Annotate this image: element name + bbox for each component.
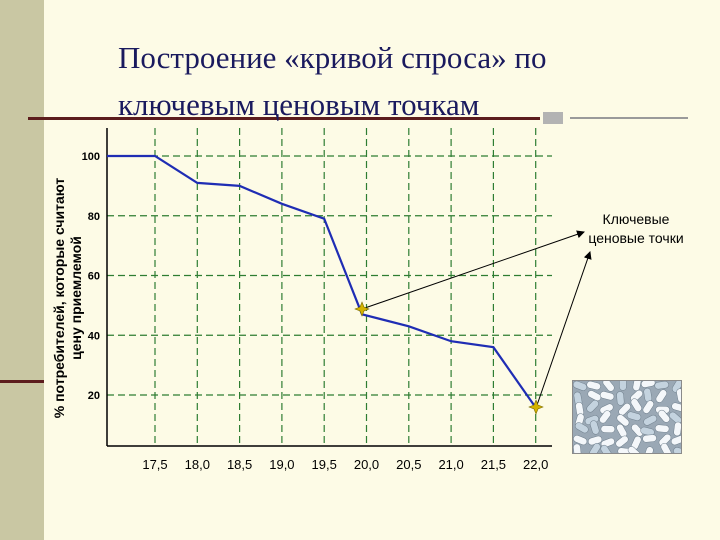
pills-image — [572, 380, 682, 454]
side-band-rule — [0, 380, 44, 383]
pill — [671, 402, 681, 412]
pill — [642, 400, 654, 414]
annotation-arrow — [361, 230, 585, 310]
pill — [574, 422, 589, 434]
side-band — [0, 0, 44, 540]
x-tick-label: 20,5 — [396, 457, 421, 472]
x-tick-label: 18,5 — [227, 457, 252, 472]
pill — [660, 443, 672, 453]
x-tick-label: 18,0 — [185, 457, 210, 472]
pill — [643, 446, 654, 453]
pill — [616, 414, 630, 427]
x-tick-label: 17,5 — [142, 457, 167, 472]
pill — [589, 420, 600, 435]
pill — [642, 434, 657, 443]
pill — [619, 381, 627, 391]
x-tick-label: 19,0 — [269, 457, 294, 472]
pill — [640, 426, 655, 437]
pill — [673, 447, 681, 453]
x-tick-label: 22,0 — [523, 457, 548, 472]
y-tick-label: 40 — [88, 330, 100, 342]
pill — [671, 381, 681, 393]
pill — [658, 409, 671, 423]
demand-curve-line — [107, 154, 537, 409]
pill — [600, 444, 612, 453]
annotation-arrow — [535, 251, 592, 409]
pill — [669, 411, 681, 424]
pill — [589, 443, 601, 453]
key-points-annotation: Ключевые ценовые точки — [588, 211, 684, 246]
title-underline-accent — [543, 112, 563, 124]
pill — [631, 423, 644, 437]
pill — [602, 381, 615, 392]
pill — [658, 433, 672, 447]
pill — [643, 414, 658, 426]
key-point-marker — [528, 399, 544, 415]
x-tick-label: 19,5 — [312, 457, 337, 472]
pill — [600, 425, 616, 433]
pill — [632, 381, 642, 392]
pill — [586, 399, 599, 413]
y-tick-label: 20 — [88, 390, 100, 402]
pill — [587, 390, 602, 402]
pill — [626, 411, 642, 421]
slide-title: Построение «кривой спроса» по ключевым ц… — [118, 40, 547, 122]
pill — [654, 424, 670, 433]
pill — [655, 389, 667, 403]
pill — [573, 381, 587, 391]
pill — [654, 381, 669, 390]
key-point-marker — [354, 301, 370, 317]
pill — [599, 391, 615, 401]
pill — [586, 381, 601, 391]
pill — [676, 388, 681, 403]
y-tick-label: 80 — [88, 211, 100, 223]
pill — [599, 410, 611, 424]
pill — [640, 381, 656, 388]
title-underline-tail — [570, 117, 688, 119]
pill — [670, 435, 681, 446]
pill — [573, 435, 588, 446]
pill — [573, 443, 582, 453]
pill — [673, 421, 681, 437]
y-tick-label: 100 — [82, 151, 100, 163]
title-underline — [28, 117, 540, 120]
x-tick-label: 21,0 — [438, 457, 463, 472]
y-tick-label: 60 — [88, 271, 100, 283]
x-tick-label: 21,5 — [481, 457, 506, 472]
pill — [627, 446, 641, 453]
pill — [615, 435, 629, 448]
pill — [630, 398, 642, 412]
x-tick-label: 20,0 — [354, 457, 379, 472]
pill — [616, 391, 625, 406]
